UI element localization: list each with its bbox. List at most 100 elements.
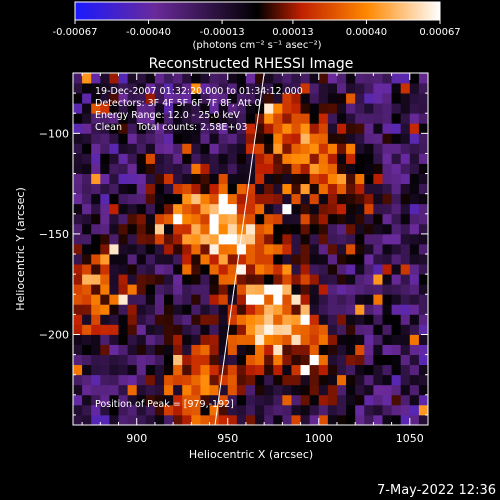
- image-pixel: [136, 83, 147, 94]
- colorbar-tick-label: 0.00040: [346, 27, 387, 38]
- image-pixel: [245, 73, 256, 84]
- image-pixel: [218, 404, 229, 416]
- image-pixel: [382, 324, 392, 335]
- image-pixel: [218, 143, 229, 154]
- image-pixel: [327, 384, 338, 396]
- image-pixel: [218, 223, 229, 235]
- image-pixel: [127, 113, 138, 124]
- image-pixel: [182, 344, 192, 355]
- image-pixel: [264, 213, 274, 225]
- image-pixel: [245, 243, 256, 255]
- image-pixel: [145, 133, 156, 144]
- image-pixel: [391, 103, 402, 114]
- image-pixel: [109, 223, 119, 235]
- image-pixel: [300, 113, 311, 124]
- image-pixel: [191, 173, 201, 185]
- image-pixel: [209, 203, 220, 215]
- image-pixel: [355, 394, 365, 406]
- image-pixel: [227, 143, 238, 154]
- image-pixel: [409, 324, 420, 335]
- image-pixel: [418, 274, 428, 285]
- image-pixel: [191, 324, 201, 335]
- image-pixel: [118, 334, 129, 345]
- image-pixel: [227, 103, 238, 114]
- image-pixel: [318, 183, 329, 195]
- image-pixel: [209, 243, 220, 255]
- image-pixel: [300, 304, 311, 315]
- image-pixel: [300, 73, 311, 84]
- image-pixel: [164, 404, 174, 416]
- image-pixel: [182, 324, 192, 335]
- image-pixel: [273, 294, 283, 305]
- image-pixel: [291, 404, 301, 416]
- image-pixel: [318, 284, 329, 295]
- image-pixel: [200, 394, 210, 406]
- image-pixel: [136, 183, 147, 195]
- image-pixel: [100, 113, 110, 124]
- image-pixel: [336, 364, 347, 376]
- image-pixel: [236, 384, 247, 396]
- image-pixel: [364, 163, 374, 174]
- image-pixel: [336, 173, 347, 185]
- image-pixel: [309, 93, 320, 104]
- image-pixel: [164, 384, 174, 396]
- image-pixel: [127, 274, 138, 285]
- image-pixel: [227, 414, 238, 425]
- image-pixel: [182, 243, 192, 255]
- image-pixel: [327, 284, 338, 295]
- image-pixel: [173, 254, 183, 265]
- image-pixel: [282, 354, 292, 366]
- colorbar-tick-label: 0.00013: [272, 27, 313, 38]
- image-pixel: [136, 344, 147, 355]
- image-pixel: [255, 233, 265, 245]
- image-pixel: [173, 233, 183, 245]
- image-pixel: [291, 143, 301, 154]
- image-pixel: [209, 304, 220, 315]
- image-pixel: [136, 133, 147, 144]
- image-pixel: [327, 203, 338, 215]
- image-pixel: [409, 133, 420, 144]
- image-pixel: [209, 314, 220, 325]
- image-pixel: [227, 274, 238, 285]
- image-pixel: [227, 133, 238, 144]
- image-pixel: [73, 103, 83, 114]
- image-pixel: [346, 103, 356, 114]
- image-pixel: [327, 344, 338, 355]
- image-pixel: [300, 324, 311, 335]
- image-pixel: [164, 344, 174, 355]
- image-pixel: [145, 414, 156, 425]
- image-pixel: [418, 284, 428, 295]
- image-pixel: [364, 264, 374, 275]
- image-pixel: [236, 344, 247, 355]
- image-pixel: [73, 304, 83, 315]
- image-pixel: [191, 334, 201, 345]
- image-pixel: [173, 213, 183, 225]
- image-pixel: [355, 404, 365, 416]
- image-pixel: [82, 274, 92, 285]
- image-pixel: [346, 344, 356, 355]
- image-pixel: [355, 314, 365, 325]
- image-pixel: [191, 414, 201, 425]
- image-pixel: [191, 183, 201, 195]
- image-pixel: [309, 324, 320, 335]
- image-pixel: [127, 93, 138, 104]
- image-pixel: [309, 203, 320, 215]
- image-pixel: [118, 324, 129, 335]
- image-pixel: [136, 163, 147, 174]
- image-pixel: [191, 133, 201, 144]
- image-pixel: [245, 113, 256, 124]
- image-pixel: [418, 314, 428, 325]
- image-pixel: [109, 233, 119, 245]
- image-pixel: [291, 93, 301, 104]
- image-pixel: [100, 304, 110, 315]
- image-pixel: [418, 183, 428, 195]
- image-pixel: [418, 83, 428, 94]
- image-pixel: [227, 284, 238, 295]
- image-pixel: [200, 304, 210, 315]
- image-pixel: [173, 103, 183, 114]
- image-pixel: [73, 123, 83, 134]
- image-pixel: [336, 73, 347, 84]
- image-pixel: [291, 163, 301, 174]
- image-pixel: [145, 314, 156, 325]
- image-pixel: [273, 173, 283, 185]
